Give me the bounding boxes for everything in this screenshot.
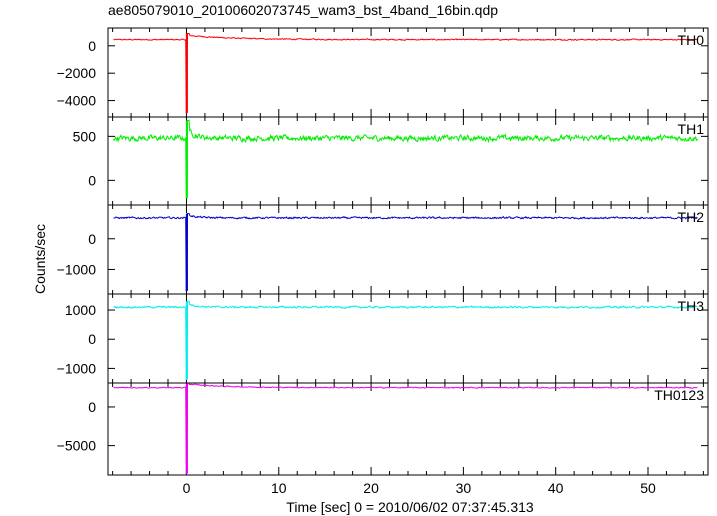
y-tick-label: 0 bbox=[88, 331, 96, 347]
series-label: TH1 bbox=[678, 121, 705, 137]
y-tick-label: −4000 bbox=[57, 93, 97, 109]
series-line-th1 bbox=[113, 120, 698, 199]
panel-frame-th0123 bbox=[107, 382, 709, 476]
series-label: TH0 bbox=[678, 32, 705, 48]
series-line-th0 bbox=[113, 33, 698, 114]
series-line-th3 bbox=[113, 300, 698, 380]
x-axis-label: Time [sec] 0 = 2010/06/02 07:37:45.313 bbox=[286, 499, 534, 515]
x-tick-label: 40 bbox=[548, 480, 564, 496]
panel-frame-th0 bbox=[107, 27, 709, 118]
y-tick-label: −2000 bbox=[57, 65, 97, 81]
series-line-th2 bbox=[113, 213, 698, 292]
y-tick-label: 500 bbox=[73, 128, 97, 144]
x-tick-label: 20 bbox=[363, 480, 379, 496]
y-tick-label: 0 bbox=[88, 399, 96, 415]
series-line-th0123 bbox=[113, 383, 698, 474]
y-tick-label: −5000 bbox=[57, 438, 97, 454]
panel-frame-th1 bbox=[107, 116, 709, 206]
x-tick-label: 30 bbox=[456, 480, 472, 496]
y-tick-label: −1000 bbox=[57, 360, 97, 376]
series-label: TH0123 bbox=[654, 387, 704, 403]
series-label: TH3 bbox=[678, 298, 705, 314]
y-axis-label: Counts/sec bbox=[32, 224, 48, 294]
x-tick-label: 0 bbox=[183, 480, 191, 496]
x-tick-label: 50 bbox=[640, 480, 656, 496]
y-tick-label: 0 bbox=[88, 172, 96, 188]
x-tick-label: 10 bbox=[271, 480, 287, 496]
series-label: TH2 bbox=[678, 209, 705, 225]
chart-title: ae805079010_20100602073745_wam3_bst_4ban… bbox=[108, 2, 498, 18]
y-tick-label: 0 bbox=[88, 231, 96, 247]
y-tick-label: 1000 bbox=[65, 302, 96, 318]
y-tick-label: 0 bbox=[88, 38, 96, 54]
y-tick-label: −1000 bbox=[57, 261, 97, 277]
